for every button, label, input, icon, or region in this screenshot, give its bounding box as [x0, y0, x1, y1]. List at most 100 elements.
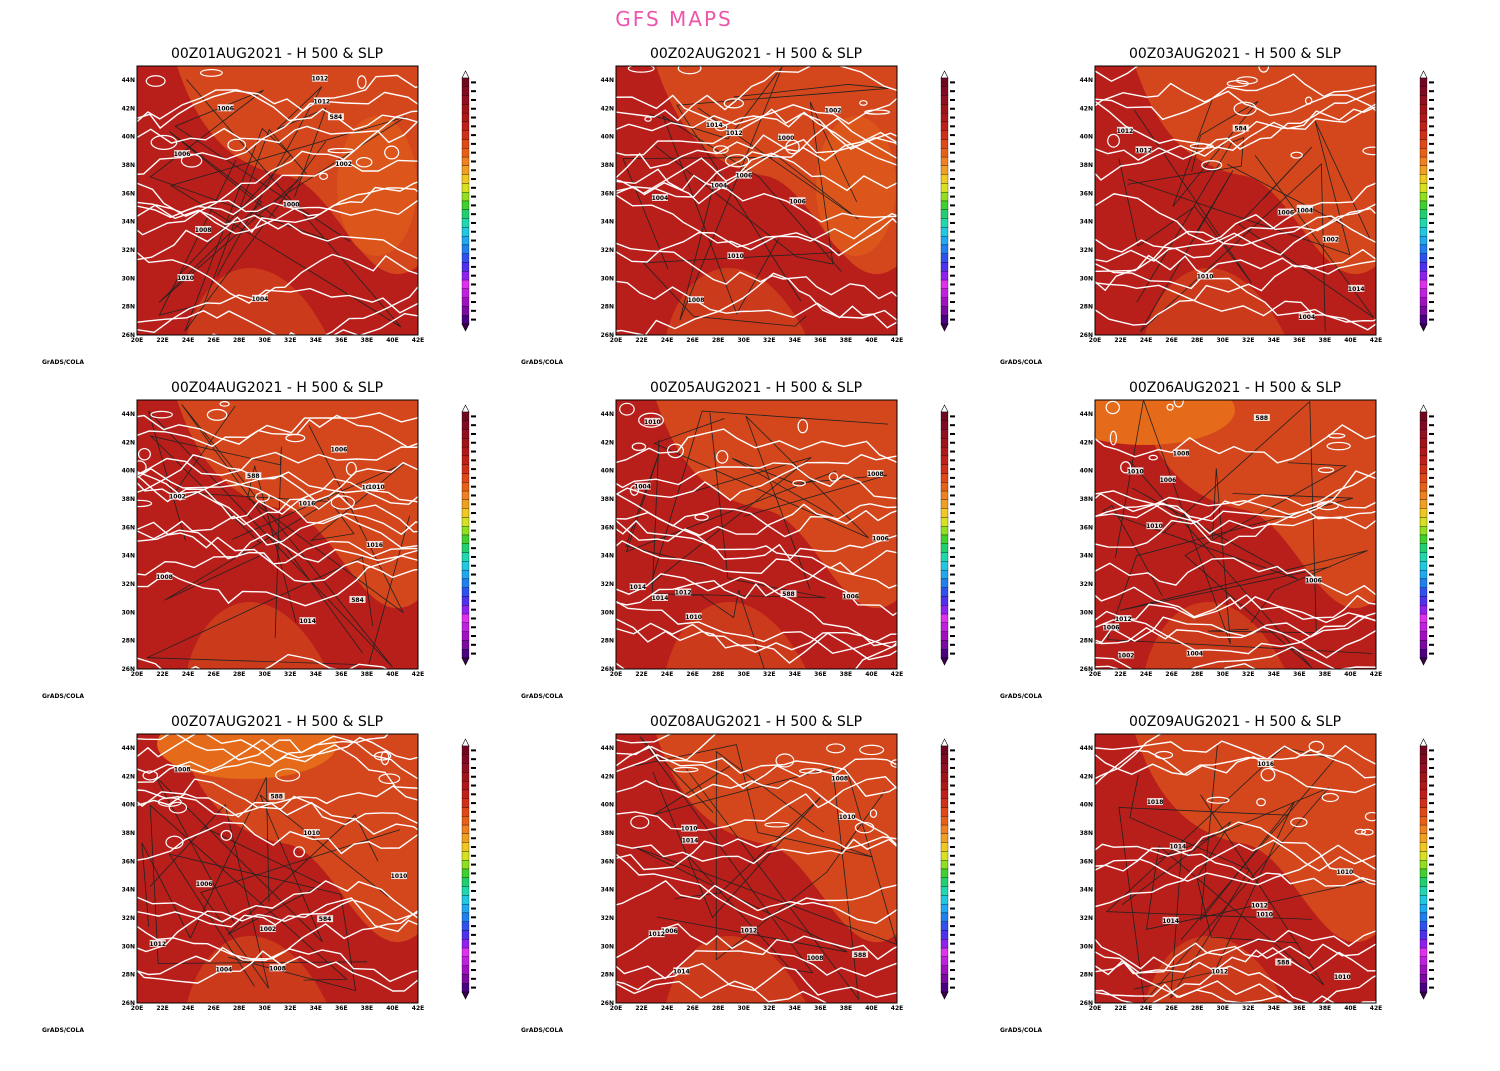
contour-label-bg [349, 595, 366, 603]
colorbar-tick [1429, 969, 1434, 972]
colorbar-swatch [940, 569, 949, 580]
colorbar-tick [1429, 283, 1434, 286]
colorbar-tick [950, 608, 955, 611]
colorbar-swatch [1419, 288, 1428, 298]
map-panel: 00Z05AUG2021 - H 500 & SLP10145881014101… [521, 380, 955, 700]
contour-label-bg [1253, 414, 1270, 422]
contour-label: 588 [1277, 959, 1290, 966]
lat-label: 38N [601, 496, 614, 503]
contour-label-bg [1251, 901, 1268, 909]
colorbar-tick [1429, 555, 1434, 558]
colorbar-swatch [1419, 130, 1428, 140]
colorbar-swatch [940, 244, 949, 254]
contour-label: 1004 [1296, 207, 1313, 214]
lon-label: 24E [182, 337, 194, 344]
colorbar-swatch [940, 446, 949, 457]
contour-label-bg [391, 872, 408, 880]
colorbar-tick [471, 863, 476, 866]
colorbar-end [461, 738, 470, 747]
colorbar-tick [471, 766, 476, 769]
panel-title: 00Z05AUG2021 - H 500 & SLP [650, 380, 862, 396]
credit: GrADS/COLA [42, 693, 84, 700]
colorbar-swatch [940, 174, 949, 184]
lat-label: 42N [1080, 773, 1093, 780]
contour-line [137, 285, 418, 335]
lat-label: 38N [601, 162, 614, 169]
lon-label: 26E [207, 671, 219, 678]
colorbar-tick [1429, 441, 1434, 444]
colorbar-swatch [461, 807, 470, 817]
colorbar-swatch [1419, 543, 1428, 553]
contour-line [616, 66, 897, 122]
colorbar-swatch [461, 526, 470, 536]
colorbar-swatch [1419, 877, 1428, 887]
lon-label: 32E [284, 671, 296, 678]
contour-line [137, 493, 418, 540]
contour-line [797, 419, 809, 434]
colorbar-tick [950, 160, 955, 163]
warm-region [187, 602, 327, 669]
contour-label-bg [1197, 272, 1214, 280]
contour-label: 1012 [149, 941, 166, 948]
contour-label-bg [726, 129, 743, 137]
colorbar-tick [1429, 169, 1434, 172]
contour-label: 1012 [1135, 147, 1152, 154]
map-panel: 00Z07AUG2021 - H 500 & SLP10121010100810… [42, 714, 476, 1034]
colorbar-swatch [940, 816, 949, 826]
border-line [1106, 493, 1373, 654]
colorbar-tick [471, 450, 476, 453]
colorbar-tick [1429, 512, 1434, 515]
colorbar-tick [1429, 784, 1434, 787]
colorbar-tick [950, 125, 955, 128]
colorbar-tick [950, 494, 955, 497]
colorbar-tick [950, 292, 955, 295]
lat-label: 34N [1080, 219, 1093, 226]
contour-label: 1010 [177, 275, 194, 282]
contour-label-bg [735, 171, 752, 179]
colorbar-swatch [1419, 956, 1428, 966]
colorbar-tick [471, 81, 476, 84]
border-line [141, 777, 270, 939]
colorbar-swatch [940, 209, 949, 219]
colorbar-swatch [461, 860, 470, 870]
contour-label: 1012 [740, 928, 757, 935]
colorbar-tick [471, 775, 476, 778]
colorbar-swatch [461, 816, 470, 826]
contour-line [764, 821, 790, 828]
colorbar-swatch [461, 130, 470, 140]
colorbar-swatch [1419, 851, 1428, 861]
colorbar-tick [471, 872, 476, 875]
contour-label-bg [675, 588, 692, 596]
contour-line [1105, 400, 1120, 415]
contour-line [137, 74, 418, 130]
colorbar-tick [1429, 116, 1434, 119]
contour-line [1354, 828, 1367, 835]
contour-line [137, 454, 418, 503]
contour-line [293, 846, 306, 858]
colorbar-swatch [461, 745, 470, 755]
contour-line [1095, 100, 1376, 150]
lat-label: 32N [601, 581, 614, 588]
colorbar-tick [471, 960, 476, 963]
colorbar-tick [1429, 134, 1434, 137]
colorbar-tick [1429, 749, 1434, 752]
colorbar-tick [471, 828, 476, 831]
colorbar-swatch [1419, 886, 1428, 896]
contour-label: 1014 [706, 122, 723, 129]
colorbar-swatch [461, 877, 470, 887]
colorbar-tick [471, 459, 476, 462]
colorbar-swatch [461, 165, 470, 175]
colorbar-tick [1429, 257, 1434, 260]
contour-label: 588 [247, 473, 260, 480]
colorbar-tick [471, 837, 476, 840]
contour-label-bg [327, 113, 344, 121]
contour-line [616, 573, 897, 649]
colorbar-tick [1429, 239, 1434, 242]
colorbar-tick [950, 907, 955, 910]
colorbar-tick [471, 986, 476, 989]
contour-label-bg [1322, 235, 1339, 243]
colorbar-swatch [461, 218, 470, 228]
colorbar-tick [1429, 265, 1434, 268]
colorbar-swatch [940, 552, 949, 562]
colorbar-swatch [461, 921, 470, 931]
